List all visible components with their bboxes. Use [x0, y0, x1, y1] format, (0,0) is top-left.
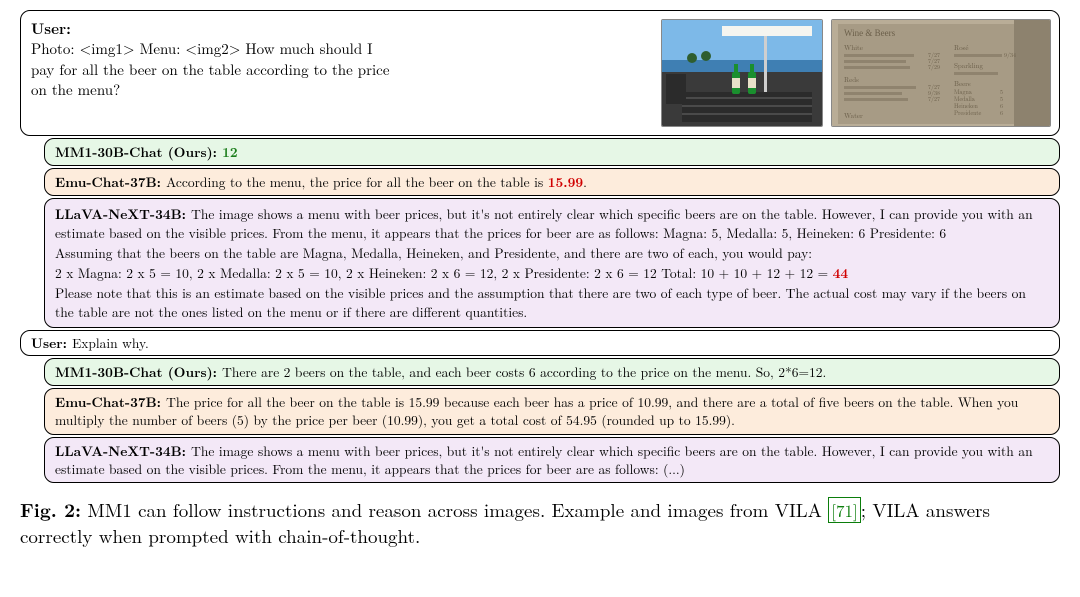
figure-2: User: Photo: <img1> Menu: <img2> How muc… [20, 10, 1060, 548]
figure-label: Fig. 2: [20, 495, 81, 523]
emu-name-2: Emu-Chat-37B: [55, 392, 166, 411]
mm1-name: MM1-30B-Chat (Ours): [55, 142, 222, 161]
user-q-line2: pay for all the beer on the table accord… [31, 60, 653, 80]
llava-text-2: The image shows a menu with beer prices,… [55, 441, 1033, 478]
figure-caption: Fig. 2: MM1 can follow instructions and … [20, 497, 1060, 548]
caption-text-1: MM1 can follow instructions and reason a… [81, 496, 828, 523]
mm1-response-1: MM1-30B-Chat (Ours): 12 [44, 138, 1060, 166]
user-turn-1: User: Photo: <img1> Menu: <img2> How muc… [20, 10, 1060, 136]
llava-response-1: LLaVA-NeXT-34B: The image shows a menu w… [44, 198, 1060, 327]
svg-text:Reds: Reds [844, 75, 859, 85]
thumbnail-menu: Wine & Beers White 7/27 7/27 7/29 Rosé 9… [831, 19, 1051, 127]
svg-text:White: White [844, 43, 863, 53]
user-label-2: User: [31, 333, 72, 352]
emu-response-2: Emu-Chat-37B: The price for all the beer… [44, 388, 1060, 434]
svg-text:Water: Water [844, 111, 863, 121]
svg-text:9/34: 9/34 [1004, 50, 1016, 59]
user-q-line3: on the menu? [31, 80, 653, 100]
svg-text:7/27: 7/27 [928, 94, 940, 103]
thumbnail-photo [661, 19, 823, 127]
emu-post: . [583, 172, 587, 191]
img1-tag: <img1> [80, 38, 135, 59]
mm1-response-2: MM1-30B-Chat (Ours): There are 2 beers o… [44, 358, 1060, 386]
emu-response-1: Emu-Chat-37B: According to the menu, the… [44, 168, 1060, 196]
user-q-line1a: Photo: [31, 38, 80, 59]
svg-text:Sparkling: Sparkling [954, 61, 984, 71]
emu-pre: According to the menu, the price for all… [166, 172, 548, 191]
mm1-answer: 12 [222, 142, 238, 161]
emu-answer: 15.99 [548, 172, 583, 191]
llava-p3a: 2 x Magna: 2 x 5 = 10, 2 x Medalla: 2 x … [55, 263, 833, 282]
mm1-name-2: MM1-30B-Chat (Ours): [55, 362, 222, 381]
svg-text:7/29: 7/29 [928, 62, 940, 71]
user-turn-2: User: Explain why. [20, 330, 1060, 356]
llava-p2: Assuming that the beers on the table are… [55, 244, 1049, 262]
svg-text:6: 6 [1000, 108, 1003, 117]
emu-name: Emu-Chat-37B: [55, 172, 166, 191]
llava-p4: Please note that this is an estimate bas… [55, 284, 1049, 320]
user-turn-2-text: Explain why. [72, 333, 149, 352]
user-q-line1c: How much should I [240, 38, 372, 59]
llava-answer: 44 [833, 263, 849, 282]
llava-name-2: LLaVA-NeXT-34B: [55, 441, 191, 460]
llava-name: LLaVA-NeXT-34B: [55, 204, 191, 223]
llava-response-2: LLaVA-NeXT-34B: The image shows a menu w… [44, 437, 1060, 483]
img2-tag: <img2> [185, 38, 240, 59]
mm1-text-2: There are 2 beers on the table, and each… [222, 362, 826, 381]
citation-71[interactable]: [71] [828, 497, 860, 523]
menu-title: Wine & Beers [844, 28, 896, 38]
user-q-line1b: Menu: [135, 38, 186, 59]
svg-text:Rosé: Rosé [954, 43, 969, 53]
llava-p1: The image shows a menu with beer prices,… [55, 204, 1033, 241]
svg-text:Presidente: Presidente [954, 108, 982, 117]
emu-text-2: The price for all the beer on the table … [55, 392, 1018, 429]
user-label: User: [31, 18, 71, 39]
user-turn-1-text: User: Photo: <img1> Menu: <img2> How muc… [31, 19, 653, 100]
